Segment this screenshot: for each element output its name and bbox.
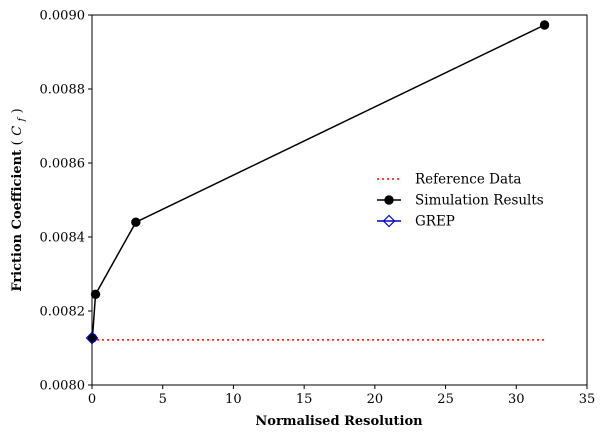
y-tick-label: 0.0090 — [40, 9, 86, 24]
series-simulation-results — [87, 20, 550, 343]
data-point — [90, 289, 101, 300]
ticks: 0 5 10 15 20 25 30 35 0.0080 0.0082 0.0084 0.0086 0.… — [40, 9, 596, 408]
legend: Reference Data Simulation Results GREP — [377, 172, 544, 230]
legend-entry: Reference Data — [377, 172, 521, 188]
series-line — [91, 24, 545, 339]
x-tick-label: 5 — [159, 392, 167, 407]
x-tick-label: 25 — [437, 392, 454, 407]
plot-frame — [91, 14, 588, 386]
x-tick-label: 0 — [88, 392, 96, 407]
y-tick-label: 0.0084 — [40, 231, 86, 246]
legend-entry: Simulation Results — [377, 193, 544, 209]
legend-label: Reference Data — [415, 172, 521, 188]
legend-label: Simulation Results — [415, 193, 544, 209]
x-tick-label: 35 — [579, 392, 596, 407]
legend-entry: GREP — [377, 214, 455, 230]
y-tick-label: 0.0088 — [40, 83, 86, 98]
legend-label: GREP — [415, 214, 455, 230]
legend-marker — [384, 195, 394, 205]
data-point — [131, 217, 141, 227]
x-tick-label: 10 — [225, 392, 242, 407]
y-tick-label: 0.0082 — [40, 305, 86, 320]
legend-marker — [382, 214, 396, 228]
x-axis-label: Normalised Resolution — [255, 414, 423, 429]
y-tick-label: 0.0086 — [40, 157, 86, 172]
y-tick-label: 0.0080 — [40, 379, 86, 394]
axes — [91, 14, 588, 386]
x-tick-label: 15 — [296, 392, 313, 407]
y-axis-label-subscript: f — [17, 116, 27, 122]
y-axis-label: Friction Coefficient ( C f ) — [10, 108, 28, 291]
data-point — [539, 20, 550, 30]
x-tick-label: 20 — [367, 392, 384, 407]
plot-area — [85, 20, 550, 345]
y-axis-label-main: Friction Coefficient — [10, 145, 25, 291]
x-tick-label: 30 — [508, 392, 525, 407]
y-axis-label-open: ( — [10, 140, 25, 145]
y-axis-label-close: ) — [10, 108, 25, 113]
y-axis-label-symbol: C — [10, 126, 25, 136]
